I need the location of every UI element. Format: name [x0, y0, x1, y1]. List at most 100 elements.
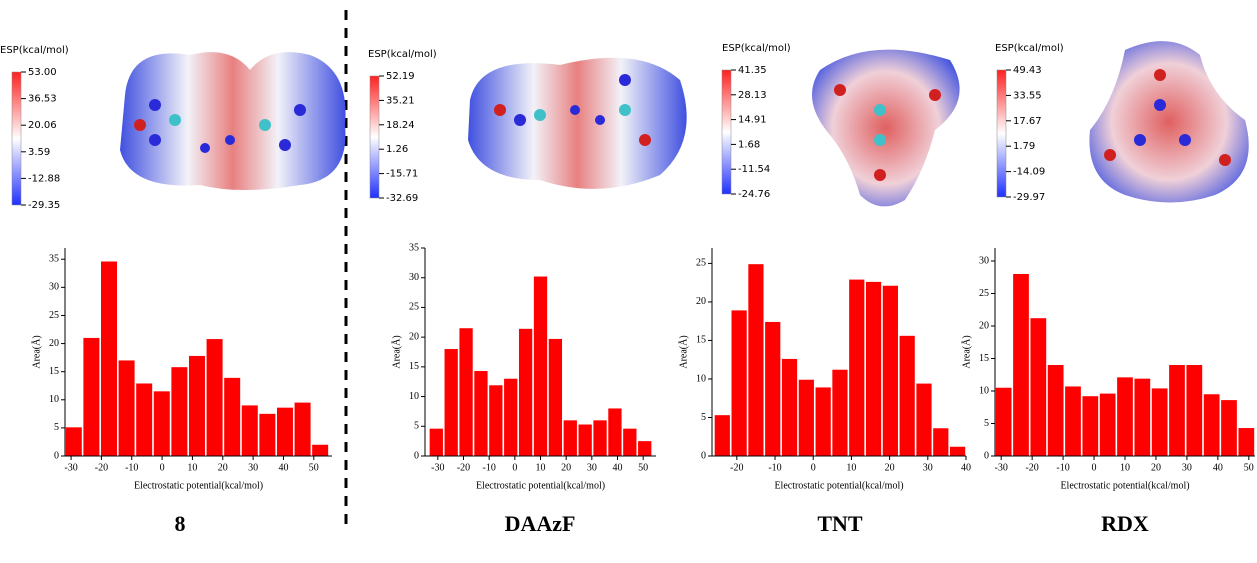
x-tick-label: 40 — [278, 462, 288, 473]
bar — [1047, 365, 1064, 456]
bar — [1099, 393, 1116, 456]
colorbar-tick-label: 28.13 — [738, 90, 767, 101]
bar — [294, 402, 311, 456]
bar — [849, 279, 865, 456]
x-tick-label: -30 — [995, 462, 1008, 473]
bar — [1117, 377, 1133, 456]
colorbar-tick-label: 1.79 — [1013, 141, 1035, 152]
y-tick-label: 5 — [984, 418, 989, 429]
bar — [206, 339, 223, 456]
bar — [563, 420, 577, 456]
colorbar-tick-label: 36.53 — [28, 94, 57, 105]
y-tick-label: 5 — [414, 421, 419, 432]
colorbar-tick-label: 3.59 — [28, 147, 50, 158]
y-tick-label: 15 — [696, 335, 706, 346]
colorbar — [369, 75, 380, 199]
y-tick-label: 10 — [979, 385, 989, 396]
bar — [533, 276, 548, 456]
y-tick-label: 20 — [409, 331, 419, 342]
colorbar-tick-label: 1.26 — [386, 144, 408, 155]
bar — [593, 420, 607, 456]
y-tick-label: 20 — [979, 320, 989, 331]
colorbar-tick-label: -15.71 — [386, 169, 418, 180]
bar — [118, 360, 135, 456]
bar — [899, 335, 915, 456]
y-axis-label: Area(Å) — [30, 335, 42, 368]
y-axis-label: Area(Å) — [390, 335, 402, 368]
bar — [188, 355, 205, 456]
colorbar-tick-label: -24.76 — [738, 189, 770, 200]
bar — [765, 321, 781, 456]
bar — [1221, 400, 1237, 456]
y-tick-label: 10 — [696, 373, 706, 384]
x-axis-label: Electrostatic potential(kcal/mol) — [1060, 480, 1189, 491]
bar — [623, 428, 637, 456]
bar — [429, 428, 443, 456]
y-axis-label: Area(Å) — [677, 335, 689, 368]
bar — [153, 391, 170, 456]
x-tick-label: 30 — [1182, 462, 1192, 473]
bar — [518, 328, 533, 456]
y-tick-label: 10 — [409, 391, 419, 402]
colorbar-tick-label: 33.55 — [1013, 90, 1042, 101]
x-tick-label: -30 — [431, 462, 444, 473]
y-tick-label: 15 — [979, 353, 989, 364]
x-tick-label: 50 — [638, 462, 648, 473]
colorbar-title: ESP(kcal/mol) — [722, 43, 791, 54]
y-tick-label: 35 — [49, 254, 59, 265]
x-tick-label: -20 — [95, 462, 108, 473]
y-tick-label: 30 — [979, 255, 989, 266]
y-axis-label: Area(Å) — [960, 335, 972, 368]
bar — [1203, 394, 1220, 456]
colorbar-tick-label: -11.54 — [738, 164, 770, 175]
bar — [832, 369, 848, 456]
x-tick-label: -10 — [1056, 462, 1069, 473]
colorbar-tick-label: 49.43 — [1013, 65, 1042, 76]
colorbar-title: ESP(kcal/mol) — [0, 45, 69, 56]
bar — [949, 446, 966, 456]
x-tick-label: 30 — [587, 462, 597, 473]
y-tick-label: 25 — [696, 258, 706, 269]
x-tick-label: 40 — [613, 462, 623, 473]
colorbar-tick-label: -29.97 — [1013, 192, 1045, 203]
bar — [933, 428, 949, 456]
bar — [731, 310, 747, 456]
colorbar — [721, 69, 732, 195]
bar — [548, 338, 563, 456]
y-tick-label: 5 — [701, 412, 706, 423]
colorbar-tick-label: 52.19 — [386, 71, 415, 82]
x-tick-label: 50 — [1244, 462, 1254, 473]
colorbar — [996, 69, 1007, 198]
y-tick-label: 20 — [49, 338, 59, 349]
y-tick-label: 15 — [409, 361, 419, 372]
x-tick-label: 20 — [885, 462, 895, 473]
x-axis-label: Electrostatic potential(kcal/mol) — [774, 480, 903, 491]
colorbar-title: ESP(kcal/mol) — [368, 49, 437, 60]
compound-label: 8 — [175, 511, 186, 536]
bar — [578, 424, 592, 456]
colorbar-tick-label: 18.24 — [386, 120, 415, 131]
y-tick-label: 0 — [54, 450, 59, 461]
x-tick-label: 50 — [309, 462, 319, 473]
compound-label: DAAzF — [505, 511, 576, 536]
bar — [276, 407, 293, 456]
x-tick-label: 10 — [1120, 462, 1130, 473]
x-tick-label: -20 — [730, 462, 743, 473]
y-tick-label: 20 — [696, 296, 706, 307]
x-tick-label: 0 — [512, 462, 517, 473]
x-tick-label: 0 — [1092, 462, 1097, 473]
bar — [224, 377, 241, 456]
bar — [444, 349, 458, 456]
x-tick-label: 0 — [160, 462, 165, 473]
molecule-daazf — [468, 57, 687, 189]
y-tick-label: 15 — [49, 366, 59, 377]
colorbar-tick-label: 53.00 — [28, 67, 57, 78]
bar — [1013, 274, 1029, 456]
x-tick-label: 30 — [923, 462, 933, 473]
bar — [136, 383, 153, 456]
molecule-8 — [120, 52, 346, 191]
bar — [1169, 365, 1185, 456]
bar — [608, 408, 622, 456]
bar — [1186, 365, 1203, 456]
